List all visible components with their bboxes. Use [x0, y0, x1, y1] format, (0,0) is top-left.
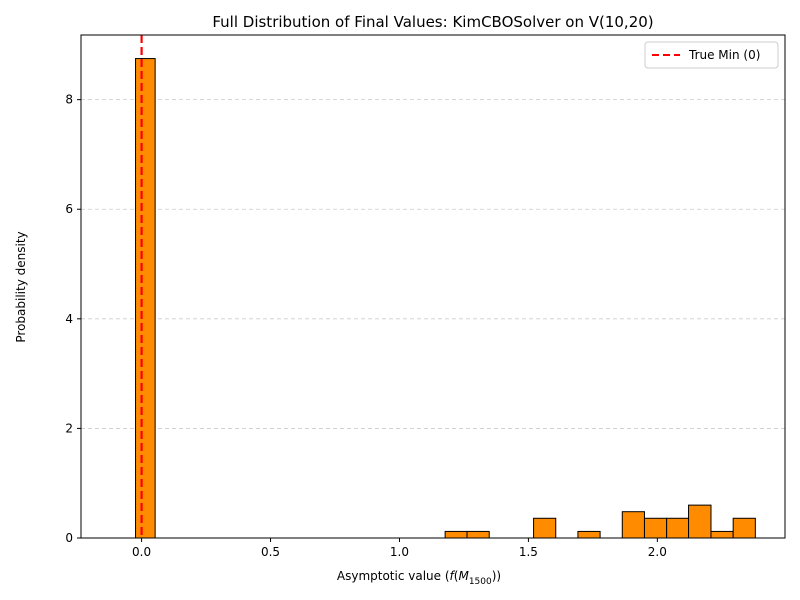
legend-label-true-min: True Min (0) — [688, 48, 760, 62]
y-axis-label: Probability density — [14, 231, 28, 342]
y-tick-label: 4 — [65, 312, 73, 326]
y-tick-label: 6 — [65, 202, 73, 216]
x-axis-label: Asymptotic value (f(M1500)) — [337, 569, 501, 587]
histogram-bar — [643, 517, 668, 539]
x-tick-label: 1.5 — [519, 545, 538, 559]
grid-layer — [81, 99, 785, 429]
chart-title: Full Distribution of Final Values: KimCB… — [212, 13, 653, 31]
legend: True Min (0) — [644, 41, 779, 69]
x-tick-label: 2.0 — [648, 545, 667, 559]
legend-box — [644, 41, 779, 69]
plot-frame — [80, 34, 786, 539]
y-tick-label: 8 — [65, 93, 73, 107]
x-tick-label: 0.0 — [132, 545, 151, 559]
y-tick-label: 2 — [65, 421, 73, 435]
x-tick-label: 1.0 — [390, 545, 409, 559]
histogram-bar — [577, 530, 601, 539]
x-tick-label: 0.5 — [261, 545, 280, 559]
histogram-bar — [466, 530, 490, 539]
histogram-bar — [732, 517, 756, 539]
histogram-bar — [533, 517, 557, 539]
histogram-bar — [710, 530, 734, 539]
y-tick-label: 0 — [65, 531, 73, 545]
y-ticks: 0 2 4 6 8 — [65, 93, 81, 545]
histogram-bar — [135, 58, 156, 539]
histogram-bar — [621, 511, 645, 539]
histogram-bar — [444, 530, 468, 539]
histogram-bar — [688, 504, 712, 539]
bars-layer — [135, 58, 756, 539]
x-ticks: 0.0 0.5 1.0 1.5 2.0 — [132, 538, 667, 559]
histogram-bar — [666, 517, 690, 539]
